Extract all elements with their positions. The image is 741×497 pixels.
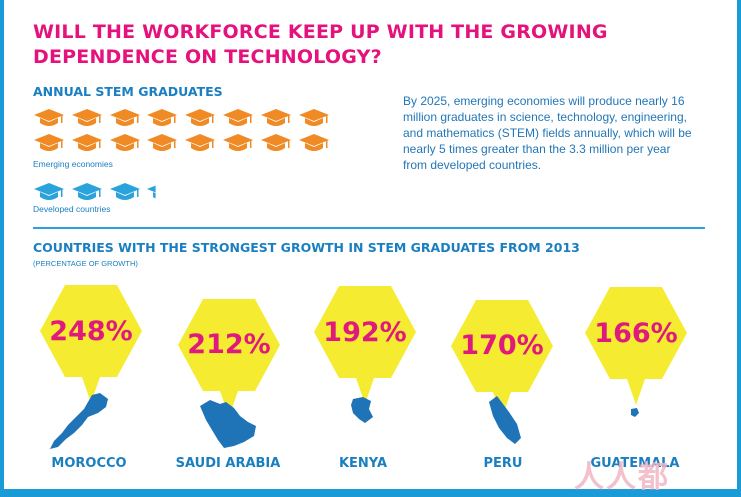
- graduation-cap-icon: [184, 133, 216, 154]
- hex-marker-morocco: [40, 285, 142, 403]
- section-divider: [33, 227, 705, 229]
- graduation-cap-icon: [109, 133, 141, 154]
- graduation-cap-icon: [71, 182, 103, 203]
- morocco-map-icon: [50, 393, 108, 449]
- country-label-morocco: MOROCCO: [51, 456, 127, 471]
- growth-heading: COUNTRIES WITH THE STRONGEST GROWTH IN S…: [33, 240, 580, 255]
- graduation-cap-icon: [298, 108, 330, 129]
- kenya-map-icon: [351, 397, 373, 423]
- hex-marker-peru: [451, 300, 553, 418]
- graduation-cap-icon: [222, 133, 254, 154]
- hex-marker-guatemala: [585, 287, 687, 405]
- page-title: WILL THE WORKFORCE KEEP UP WITH THE GROW…: [33, 21, 608, 68]
- country-label-peru: PERU: [483, 456, 523, 471]
- hex-marker-kenya: [314, 286, 416, 404]
- peru-map-icon: [489, 396, 521, 444]
- annual-stem-heading: ANNUAL STEM GRADUATES: [33, 84, 223, 99]
- developed-countries-icons: [33, 182, 183, 206]
- graduation-cap-icon: [146, 108, 178, 129]
- saudi-arabia-map-icon: [200, 400, 256, 448]
- growth-value-guatemala: 166%: [594, 318, 678, 349]
- graduation-cap-icon: [33, 182, 65, 203]
- growth-subheading: (PERCENTAGE OF GROWTH): [33, 259, 138, 268]
- country-label-saudi-arabia: SAUDI ARABIA: [175, 456, 281, 471]
- stem-description: By 2025, emerging economies will produce…: [403, 94, 692, 172]
- graduation-cap-icon: [222, 108, 254, 129]
- growth-value-kenya: 192%: [323, 317, 407, 348]
- graduation-cap-icon: [260, 108, 292, 129]
- graduation-cap-icon: [33, 133, 65, 154]
- country-label-kenya: KENYA: [338, 456, 388, 471]
- graduation-cap-icon: [109, 108, 141, 129]
- emerging-economies-label: Emerging economies: [33, 159, 113, 169]
- graduation-cap-icon: [298, 133, 330, 154]
- growth-value-morocco: 248%: [49, 316, 133, 347]
- growth-value-peru: 170%: [460, 330, 544, 361]
- emerging-economies-icons: [33, 108, 343, 158]
- guatemala-map-icon: [631, 408, 639, 417]
- watermark-logo: 人人都: [574, 460, 670, 495]
- graduation-cap-icon: [184, 108, 216, 129]
- graduation-cap-icon: [146, 182, 178, 203]
- graduation-cap-icon: [146, 133, 178, 154]
- hex-marker-saudi-arabia: [178, 299, 280, 417]
- graduation-cap-icon: [33, 108, 65, 129]
- country-label-guatemala: GUATEMALA: [590, 456, 680, 471]
- graduation-cap-icon: [260, 133, 292, 154]
- graduation-cap-icon: [71, 108, 103, 129]
- graduation-cap-icon: [109, 182, 141, 203]
- graduation-cap-icon: [71, 133, 103, 154]
- growth-value-saudi-arabia: 212%: [187, 329, 271, 360]
- developed-countries-label: Developed countries: [33, 204, 111, 214]
